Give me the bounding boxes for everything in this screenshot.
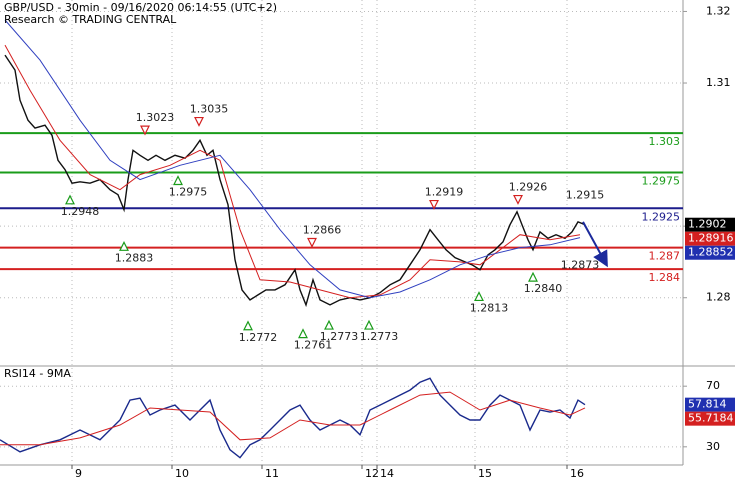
y-tick-label: 1.28 bbox=[706, 291, 731, 304]
pivot-label: 1.2772 bbox=[239, 331, 278, 344]
pivot-label: 1.2773 bbox=[360, 330, 399, 343]
pivot-marker bbox=[364, 319, 374, 330]
pivot-marker bbox=[65, 194, 75, 205]
pivot-label: 1.2873 bbox=[561, 258, 600, 271]
pivot-label: 1.2915 bbox=[566, 188, 605, 201]
grid-layer bbox=[0, 0, 683, 465]
level-label: 1.2975 bbox=[642, 174, 681, 187]
level-label: 1.303 bbox=[649, 135, 681, 148]
forecast-arrow bbox=[582, 221, 608, 268]
series-line bbox=[4, 44, 581, 299]
pivot-marker bbox=[140, 125, 150, 136]
pivot-marker bbox=[119, 240, 129, 251]
level-label: 1.287 bbox=[649, 250, 681, 263]
price-tag bbox=[685, 411, 735, 426]
y-tick-label: 1.31 bbox=[706, 76, 731, 89]
pivot-label: 1.2926 bbox=[509, 181, 548, 194]
pivot-label: 1.3023 bbox=[136, 111, 175, 124]
price-tag bbox=[685, 217, 735, 232]
pivot-marker bbox=[173, 175, 183, 186]
price-tag bbox=[685, 231, 735, 246]
price-tag bbox=[685, 245, 735, 260]
pivot-label: 1.2773 bbox=[320, 330, 359, 343]
pivot-label: 1.2883 bbox=[115, 251, 154, 264]
pivot-marker bbox=[194, 116, 204, 127]
x-tick-label: 11 bbox=[265, 467, 279, 480]
series-line bbox=[4, 54, 586, 308]
x-tick-label: 15 bbox=[478, 467, 492, 480]
pivot-marker bbox=[307, 237, 317, 248]
x-tick-label: 14 bbox=[380, 467, 394, 480]
price-tag-label: 57.814 bbox=[688, 398, 727, 411]
pivot-label: 1.2840 bbox=[524, 282, 563, 295]
price-tag-label: 1.2902 bbox=[688, 218, 727, 231]
chart-subtitle: Research © TRADING CENTRAL bbox=[4, 13, 177, 26]
pivot-label: 1.2813 bbox=[470, 301, 509, 314]
pivot-marker bbox=[324, 319, 334, 330]
pivot-marker bbox=[298, 328, 308, 339]
pivot-marker bbox=[243, 320, 253, 331]
series-line bbox=[4, 19, 581, 299]
pivot-marker bbox=[528, 271, 538, 282]
y-tick-label: 70 bbox=[706, 379, 720, 392]
x-tick-label: 10 bbox=[175, 467, 189, 480]
level-label: 1.284 bbox=[649, 271, 681, 284]
pivot-label: 1.2866 bbox=[303, 223, 342, 236]
pivot-label: 1.3035 bbox=[190, 103, 229, 116]
mark-layer bbox=[0, 19, 683, 459]
pivot-marker bbox=[513, 194, 523, 205]
price-tag-label: 55.7184 bbox=[688, 412, 734, 425]
pivot-marker bbox=[429, 199, 439, 210]
x-tick-label: 16 bbox=[570, 467, 584, 480]
price-tag-label: 1.28916 bbox=[688, 232, 734, 245]
chart-title: GBP/USD - 30min - 09/16/2020 06:14:55 (U… bbox=[4, 1, 277, 14]
y-tick-label: 1.32 bbox=[706, 4, 731, 17]
pivot-marker bbox=[474, 291, 484, 302]
series-line bbox=[0, 391, 586, 446]
indicator-title: RSI14 - 9MA bbox=[4, 367, 71, 380]
pivot-label: 1.2919 bbox=[425, 186, 464, 199]
y-tick-label: 30 bbox=[706, 440, 720, 453]
level-label: 1.2925 bbox=[642, 210, 681, 223]
price-tag-label: 1.28852 bbox=[688, 246, 734, 259]
pivot-label: 1.2761 bbox=[294, 339, 333, 352]
price-tag bbox=[685, 397, 735, 412]
pivot-label: 1.2975 bbox=[169, 185, 208, 198]
x-tick-label: 12 bbox=[365, 467, 379, 480]
pivot-label: 1.2948 bbox=[61, 205, 100, 218]
x-tick-label: 9 bbox=[75, 467, 82, 480]
